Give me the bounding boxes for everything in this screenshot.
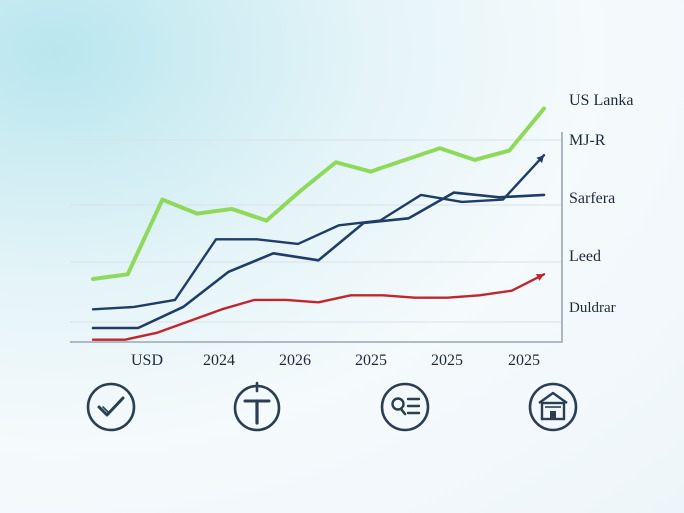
- series-arrowhead-3: [536, 274, 544, 281]
- tool-icon: [233, 381, 281, 432]
- x-tick-label: 2026: [279, 352, 311, 369]
- legend-label-us-lanka: US Lanka: [569, 92, 634, 109]
- series-arrowhead-1: [536, 155, 544, 164]
- series-line-1: [91, 154, 546, 311]
- x-tick-label: 2025: [355, 352, 387, 369]
- check-shield-icon: [86, 382, 136, 432]
- x-tick-label: 2025: [508, 352, 540, 369]
- axis-line: [70, 132, 563, 343]
- series-line-0: [91, 106, 546, 281]
- x-tick-label: 2024: [203, 352, 235, 369]
- series-line-2: [91, 191, 546, 330]
- legend-label-sarfera: Sarfera: [569, 190, 616, 207]
- building-icon: [528, 382, 578, 432]
- search-list-icon: [380, 382, 430, 432]
- legend-label-mj-r: MJ-R: [569, 132, 606, 149]
- x-tick-label: USD: [130, 352, 164, 369]
- x-tick-label: 2025: [431, 352, 463, 369]
- legend-label-duldrar: Duldrar: [569, 300, 616, 316]
- legend-label-leed: Leed: [569, 248, 601, 265]
- series-line-3: [91, 273, 546, 341]
